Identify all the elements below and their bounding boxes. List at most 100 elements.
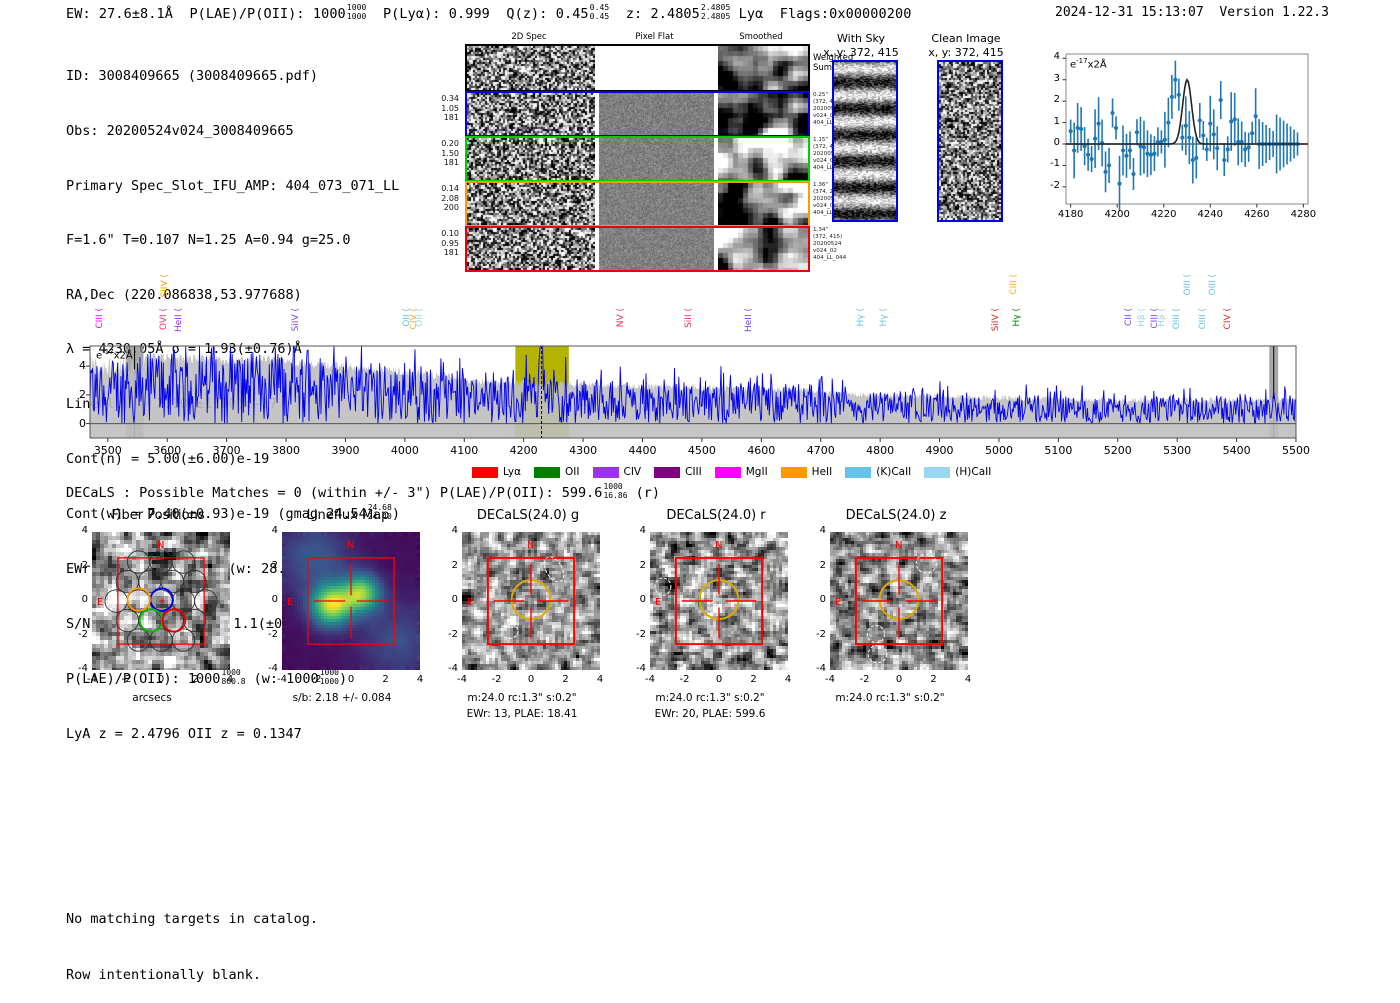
info-plae: P(LAE)/P(OII): 10001000 860.8 (w: 1000100… [66,668,400,688]
legend-swatch-6 [845,466,872,478]
info-redshifts: LyA z = 2.4796 OII z = 0.1347 [66,725,302,742]
row-2dspec-0 [467,93,595,135]
spec2d-column-header-1: Pixel Flat [635,32,674,42]
z-stack: 2.4805 2.4805 [700,3,731,21]
row-pixel-flat-2 [599,183,714,225]
cutout-xtick-1-2: 0 [347,674,355,685]
spec2d-column-header-0: 2D Spec [511,32,547,42]
qz-sup: 0.45 [589,3,610,12]
cutout-xtick-2-3: 2 [562,674,569,685]
cutout-ytick-3-0: 4 [639,525,646,536]
spectrum-xtick: 4000 [390,444,419,457]
row-2dspec-2 [467,183,595,225]
cutout-image-1 [282,532,420,670]
with-sky-title: With Sky x, y: 372, 415 [823,32,899,59]
legend-item-kcaii: (K)CaII [845,466,911,478]
row-pixel-flat-0 [599,93,714,135]
footer-note: No matching targets in catalog. Row inte… [66,873,318,1003]
spectrum-ytick: 4 [79,359,86,373]
cutout-panel-4: DECaLS(24.0) z N E -4 -2 0 2 4 4 2 0 -2 -4 m:24.0 rc:… [800,508,992,738]
two-d-spectrum-block: 2D Spec Pixel Flat Smoothed Weighted Sum 0.34… [425,32,853,272]
z-sup: 2.4805 [700,3,731,12]
row-meta-3: 1.34" (372, 415) 20200524 v024_02 404_LL… [813,227,847,261]
sky-clean-images: With Sky x, y: 372, 415 Clean Image x, y: 3… [820,32,1020,252]
legend-item-ciii: CIII [654,466,702,478]
cutout-xtick-0-0: -4 [87,674,97,685]
spectrum-xtick: 3800 [272,444,301,457]
cutout-ytick-4-2: 0 [819,594,826,605]
cutout-ytick-2-1: 2 [451,559,458,571]
row-gap-b-3 [714,228,718,270]
cutout-xtick-1-1: -2 [311,674,322,685]
spectrum-ytick: 2 [79,387,86,401]
cutout-xtick-4-0: -4 [825,674,835,685]
cutout-xtick-1-4: 4 [416,674,424,685]
row-2dspec-1 [467,138,595,180]
cutout-xtick-4-4: 4 [964,674,972,685]
cutout-title-1: Lineflux Map [306,508,390,523]
decals-header-post: (r) [627,485,661,502]
cutout-ytick-4-0: 4 [819,525,826,536]
cutout-overlay-1: NE [287,540,395,645]
timestamp-version: 2024-12-31 15:13:07 Version 1.22.3 [1055,5,1329,20]
cutout-overlay-2: NE [467,540,576,646]
footer-line-1: No matching targets in catalog. [66,911,318,927]
cutout-ytick-1-0: 4 [271,525,278,536]
legend-swatch-4 [714,466,741,478]
info-obs: Obs: 20200524v024_3008409665 [66,123,294,140]
spec2d-column-header-2: Smoothed [739,32,783,42]
legend-swatch-1 [534,466,561,478]
cutout-xtick-0-4: 4 [226,674,234,685]
cutout-ytick-0-3: -2 [78,628,88,640]
cutout-panel-3: DECaLS(24.0) r N E -4 -2 0 2 4 4 2 0 -2 -4 m:24.0 rc:… [620,508,812,738]
cutout-panel-1: Lineflux Map N E -4 -2 0 2 4 4 2 0 -2 -4 s/b: 2.18 +/… [252,508,444,738]
spectrum-xtick: 5000 [984,444,1013,457]
cutout-ytick-2-2: 0 [451,594,458,605]
row-smoothed-2 [718,183,808,225]
svg-text:N: N [347,540,354,551]
weighted-sum-pixel-flat [595,46,718,90]
row-stats-3: 0.10 0.95 181 [441,229,459,257]
timestamp: 2024-12-31 15:13:07 [1055,5,1204,20]
full-spectrum-chart: CIII (OVI (SiIV (HeII (SiIV (OII (CIV (O… [72,268,1310,478]
cutout-ytick-4-4: -4 [816,663,826,674]
linefit-units-annotation: e-17x2Å [1070,57,1107,71]
target-info-block: ID: 3008409665 (3008409665.pdf) Obs: 202… [66,31,400,761]
svg-text:E: E [655,597,661,608]
cutout-ytick-3-4: -4 [636,663,646,674]
cutout-overlay-3: NE [654,540,764,646]
plae-sub: 1000 [346,11,367,21]
info-slot: Primary Spec_Slot_IFU_AMP: 404_073_071_L… [66,177,400,194]
decals-plae-sub: 16.86 [603,490,628,500]
linefit-ytick: 0 [1053,137,1060,148]
row-gap-a-1 [595,138,599,180]
legend-swatch-7 [924,466,951,478]
info-radec: RA,Dec (220.086838,53.977688) [66,286,302,303]
linefit-xtick: 4280 [1290,209,1317,220]
cutout-ytick-2-4: -4 [448,663,458,674]
linefit-xtick: 4260 [1244,209,1270,220]
plae-ratio-stack: 1000 1000 [346,3,367,21]
spectrum-svg [86,345,1297,442]
cutout-xtick-2-2: 0 [527,674,535,685]
linefit-ytick: 1 [1053,115,1060,127]
cutout-xtick-4-2: 0 [895,674,903,685]
cutout-ytick-1-2: 0 [271,594,278,605]
legend-label-2: CIV [623,466,642,478]
decals-header-pre: DECaLS : Possible Matches = 0 (within +/… [66,485,603,502]
spectrum-xtick: 5500 [1282,444,1310,457]
plae-mid: (w: 1000 [245,671,319,688]
legend-item-heii: HeII [780,466,832,478]
legend-label-0: Lyα [503,466,522,478]
cutout-xtick-2-0: -4 [457,674,467,685]
legend-swatch-2 [592,466,619,478]
spectrum-xtick: 4300 [569,444,598,457]
row-stats-2: 0.14 2.08 200 [441,184,459,212]
legend-item-mgii: MgII [714,466,768,478]
qz-stack: 0.45 0.45 [589,3,610,21]
plae-sup: 1000 [346,3,367,12]
cutout-title-4: DECaLS(24.0) z [845,508,947,523]
info-id: ID: 3008409665 (3008409665.pdf) [66,68,318,85]
clean-image-image [937,60,1003,222]
plae-label: P(LAE)/P(OII): [189,6,305,23]
